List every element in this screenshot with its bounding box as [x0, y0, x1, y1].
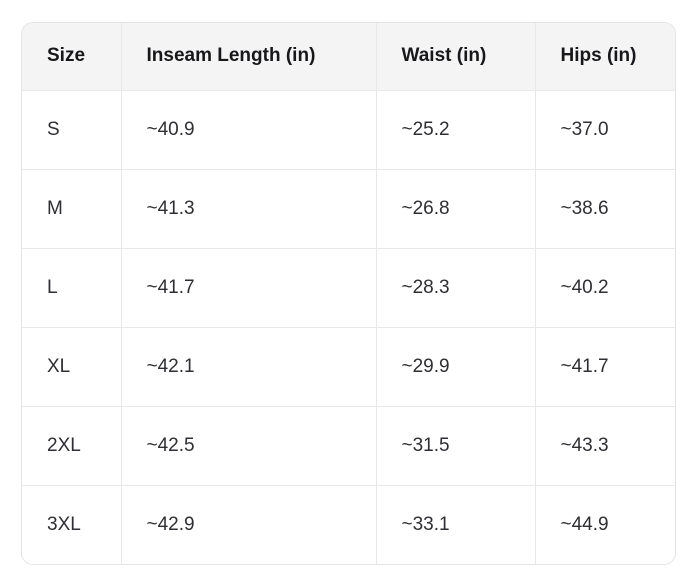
- size-chart-table: Size Inseam Length (in) Waist (in) Hips …: [22, 23, 675, 564]
- cell-size: M: [22, 169, 122, 249]
- header-cell-inseam: Inseam Length (in): [121, 23, 377, 91]
- cell-inseam: ~40.9: [121, 90, 377, 170]
- cell-waist: ~31.5: [376, 406, 536, 486]
- cell-size: 3XL: [22, 485, 122, 564]
- header-cell-waist: Waist (in): [376, 23, 536, 91]
- cell-size: XL: [22, 327, 122, 407]
- table-row: XL ~42.1 ~29.9 ~41.7: [22, 327, 675, 407]
- cell-waist: ~33.1: [376, 485, 536, 564]
- cell-inseam: ~42.1: [121, 327, 377, 407]
- header-cell-size: Size: [22, 23, 122, 91]
- table-row: S ~40.9 ~25.2 ~37.0: [22, 90, 675, 170]
- cell-hips: ~44.9: [535, 485, 675, 564]
- cell-size: 2XL: [22, 406, 122, 486]
- cell-size: L: [22, 248, 122, 328]
- cell-inseam: ~41.3: [121, 169, 377, 249]
- cell-waist: ~29.9: [376, 327, 536, 407]
- size-chart-card: Size Inseam Length (in) Waist (in) Hips …: [21, 22, 676, 565]
- cell-hips: ~40.2: [535, 248, 675, 328]
- cell-hips: ~41.7: [535, 327, 675, 407]
- cell-waist: ~25.2: [376, 90, 536, 170]
- cell-inseam: ~41.7: [121, 248, 377, 328]
- cell-inseam: ~42.9: [121, 485, 377, 564]
- cell-inseam: ~42.5: [121, 406, 377, 486]
- cell-hips: ~37.0: [535, 90, 675, 170]
- cell-waist: ~28.3: [376, 248, 536, 328]
- header-cell-hips: Hips (in): [535, 23, 675, 91]
- cell-hips: ~38.6: [535, 169, 675, 249]
- table-row: L ~41.7 ~28.3 ~40.2: [22, 248, 675, 328]
- table-row: 3XL ~42.9 ~33.1 ~44.9: [22, 485, 675, 564]
- cell-waist: ~26.8: [376, 169, 536, 249]
- cell-hips: ~43.3: [535, 406, 675, 486]
- cell-size: S: [22, 90, 122, 170]
- table-row: M ~41.3 ~26.8 ~38.6: [22, 169, 675, 249]
- table-row: 2XL ~42.5 ~31.5 ~43.3: [22, 406, 675, 486]
- table-header-row: Size Inseam Length (in) Waist (in) Hips …: [22, 23, 675, 91]
